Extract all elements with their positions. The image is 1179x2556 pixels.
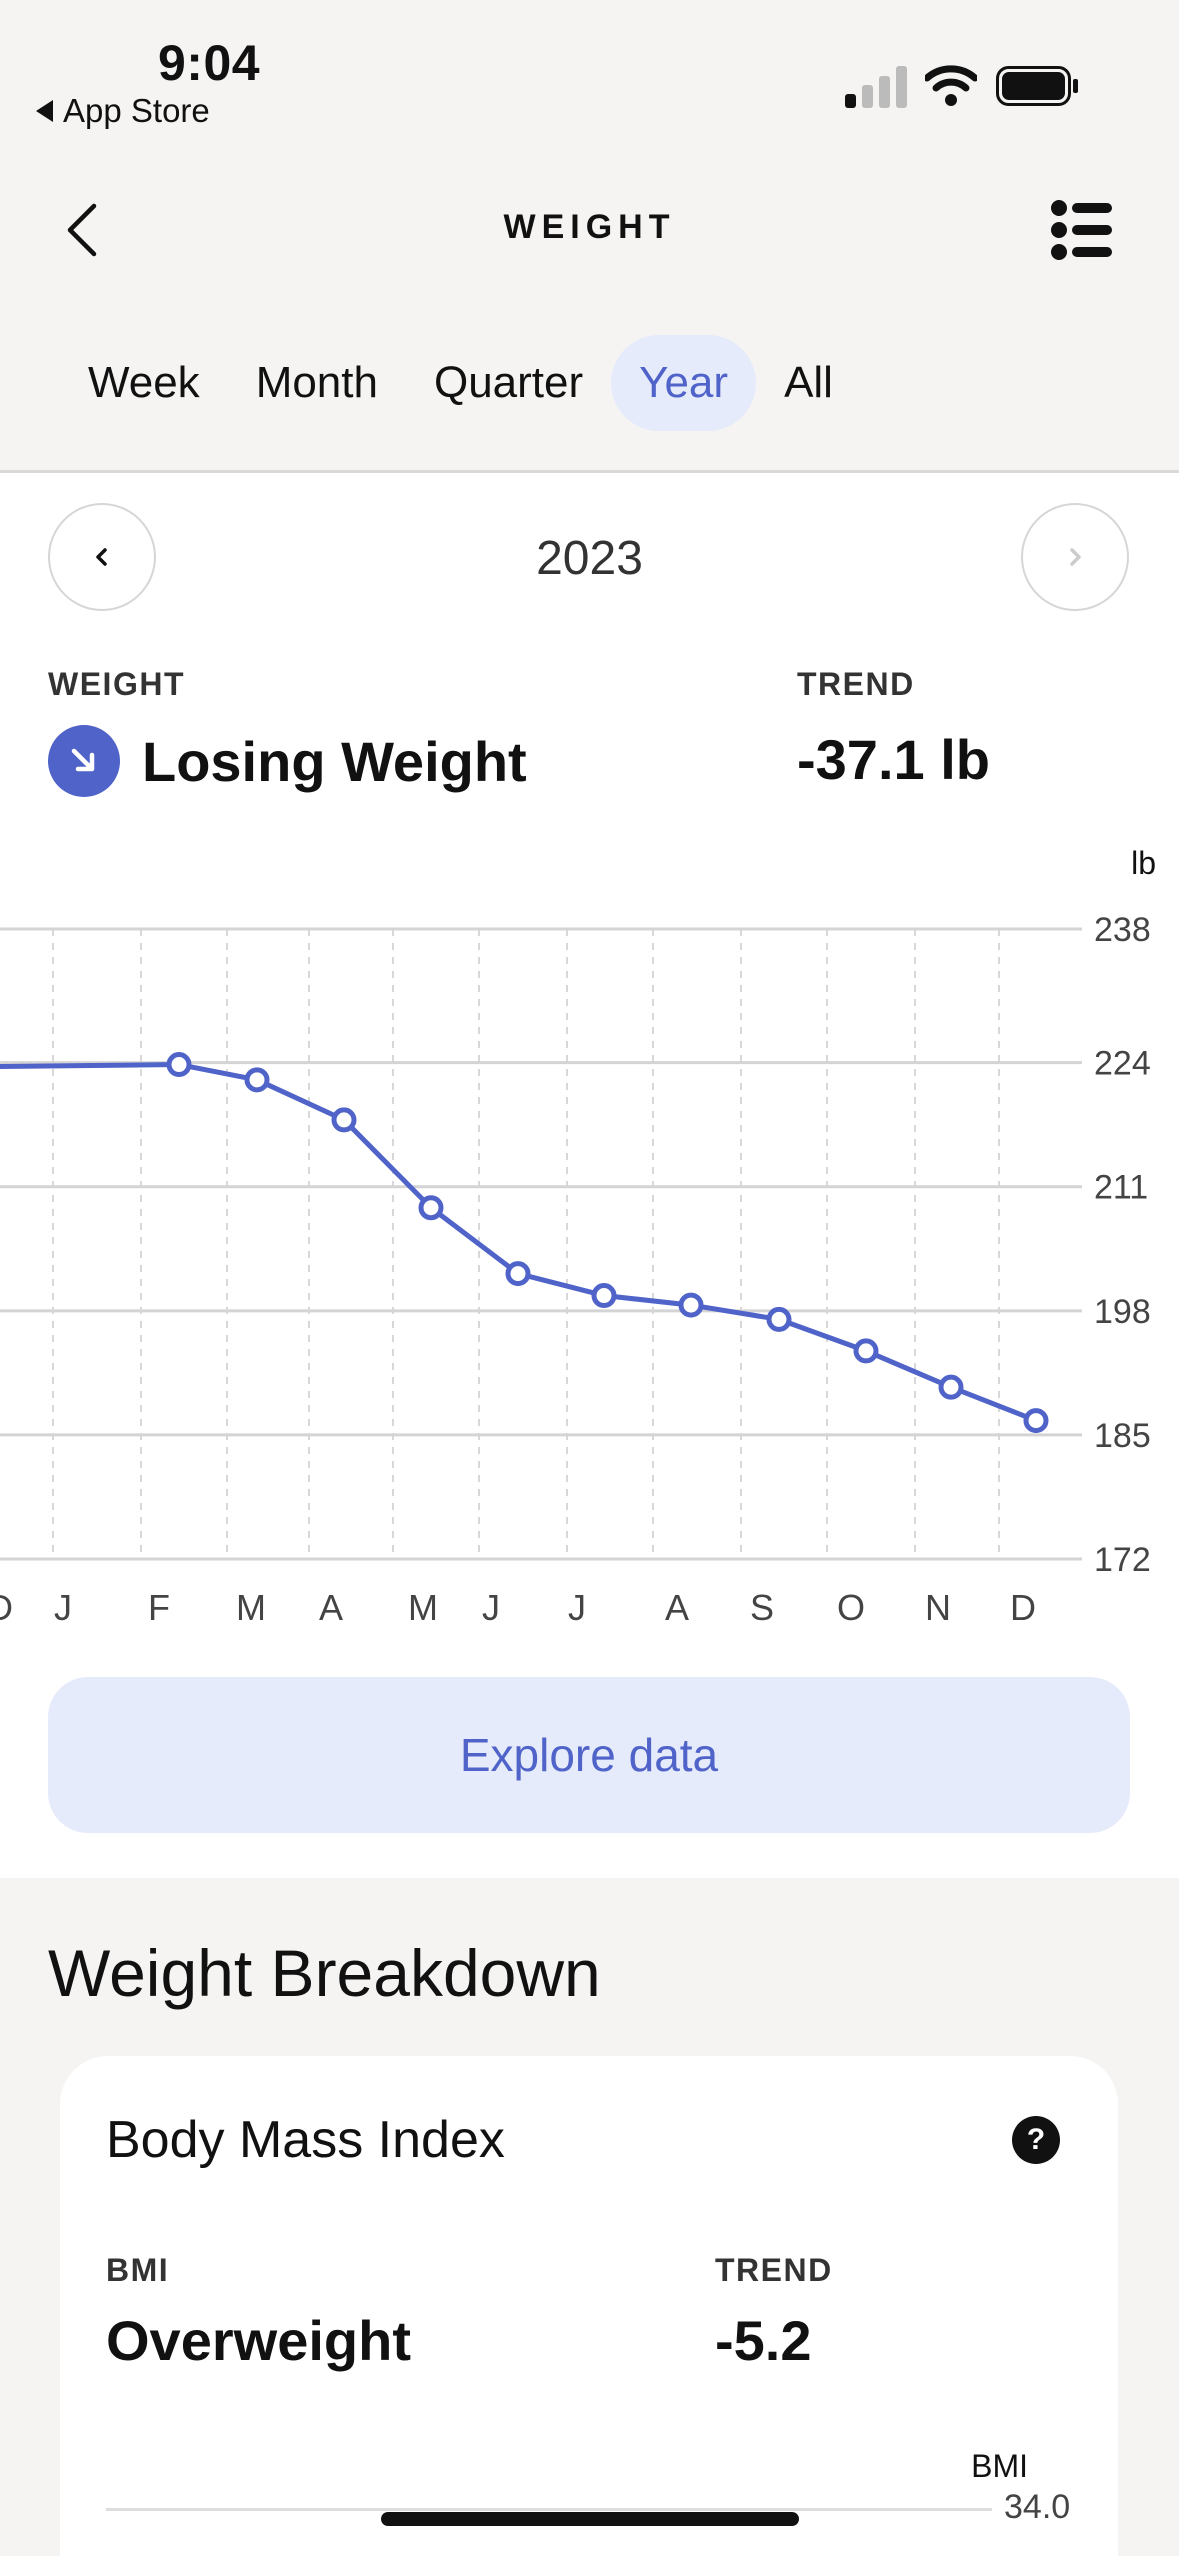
chevron-right-icon	[1070, 548, 1081, 566]
y-tick-label: 211	[1094, 1169, 1148, 1207]
bmi-trend-label: TREND	[715, 2252, 833, 2288]
weight-data-point	[418, 1195, 444, 1221]
tab-quarter[interactable]: Quarter	[433, 358, 584, 407]
wifi-icon	[925, 65, 977, 106]
status-time: 9:04	[158, 35, 261, 91]
bmi-label: BMI	[106, 2252, 170, 2288]
weight-data-point	[766, 1306, 792, 1332]
tab-all[interactable]: All	[784, 358, 833, 407]
y-tick-label: 198	[1094, 1293, 1151, 1331]
x-tick-label: A	[665, 1587, 689, 1628]
weight-data-point	[853, 1338, 879, 1364]
tab-year[interactable]: Year	[611, 335, 757, 431]
section-title: Weight Breakdown	[48, 1936, 601, 2010]
back-chevron-icon[interactable]	[60, 200, 110, 260]
weight-data-point	[678, 1292, 704, 1318]
x-tick-label: N	[925, 1587, 951, 1628]
x-tick-label: M	[236, 1587, 266, 1628]
page-title: WEIGHT	[503, 208, 676, 246]
back-app-label: App Store	[63, 92, 210, 129]
x-tick-label: D	[0, 1587, 13, 1628]
trending-down-icon	[48, 725, 120, 797]
weight-status: Losing Weight	[48, 725, 527, 797]
weight-label: WEIGHT	[48, 666, 185, 702]
bmi-gridline	[106, 2508, 992, 2511]
bmi-card-title: Body Mass Index	[106, 2111, 505, 2169]
explore-data-button[interactable]: Explore data	[48, 1677, 1130, 1833]
x-tick-label: D	[1010, 1587, 1036, 1628]
x-tick-label: O	[837, 1587, 865, 1628]
chart-unit-label: lb	[1131, 845, 1156, 881]
previous-period-button[interactable]	[48, 503, 156, 611]
bmi-tick-label: 34.0	[1004, 2488, 1071, 2526]
weight-summary-panel: 2023 WEIGHT Losing Weight TREND -37.1 lb…	[0, 473, 1179, 1878]
x-tick-label: J	[482, 1587, 500, 1628]
y-tick-label: 172	[1094, 1541, 1151, 1579]
weight-series-line	[0, 1062, 1039, 1424]
weight-data-point	[244, 1067, 270, 1093]
back-triangle-icon	[36, 100, 53, 122]
y-tick-label: 185	[1094, 1417, 1151, 1455]
x-tick-label: M	[408, 1587, 438, 1628]
period-label: 2023	[536, 532, 643, 585]
home-indicator	[381, 2512, 799, 2526]
weight-data-point	[505, 1261, 531, 1287]
weight-status-text: Losing Weight	[142, 729, 527, 793]
status-bar: 9:04 App Store	[0, 0, 1179, 150]
weight-data-point	[1023, 1408, 1049, 1434]
weight-data-point	[938, 1374, 964, 1400]
weight-data-point	[331, 1107, 357, 1133]
x-tick-label: A	[319, 1587, 343, 1628]
x-tick-label: J	[54, 1587, 72, 1628]
bmi-trend-value: -5.2	[715, 2309, 812, 2372]
x-tick-label: J	[568, 1587, 586, 1628]
trend-value: -37.1 lb	[797, 728, 990, 791]
back-to-app-link[interactable]: App Store	[36, 92, 210, 130]
weight-line-chart[interactable]: 238224211198185172lbDJFMAMJJASOND	[0, 833, 1179, 1713]
list-menu-icon[interactable]	[1050, 198, 1114, 262]
x-tick-label: F	[148, 1587, 170, 1628]
help-icon[interactable]: ?	[1012, 2116, 1060, 2164]
next-period-button[interactable]	[1021, 503, 1129, 611]
x-tick-label: S	[750, 1587, 774, 1628]
bmi-card: Body Mass Index ? BMI Overweight TREND -…	[60, 2056, 1118, 2556]
chevron-left-icon	[96, 548, 107, 566]
tab-month[interactable]: Month	[255, 358, 378, 407]
bmi-unit-label: BMI	[971, 2448, 1028, 2484]
bmi-value: Overweight	[106, 2309, 411, 2372]
cellular-signal-icon	[845, 66, 907, 108]
y-tick-label: 224	[1094, 1045, 1151, 1083]
period-tabs: Week Month Quarter Year All	[60, 335, 861, 431]
divider	[0, 470, 1179, 473]
weight-data-point	[166, 1052, 192, 1078]
battery-icon	[996, 66, 1078, 106]
y-tick-label: 238	[1094, 911, 1151, 949]
trend-label: TREND	[797, 666, 915, 702]
nav-bar: WEIGHT	[0, 170, 1179, 280]
tab-week[interactable]: Week	[88, 358, 200, 407]
weight-data-point	[591, 1283, 617, 1309]
